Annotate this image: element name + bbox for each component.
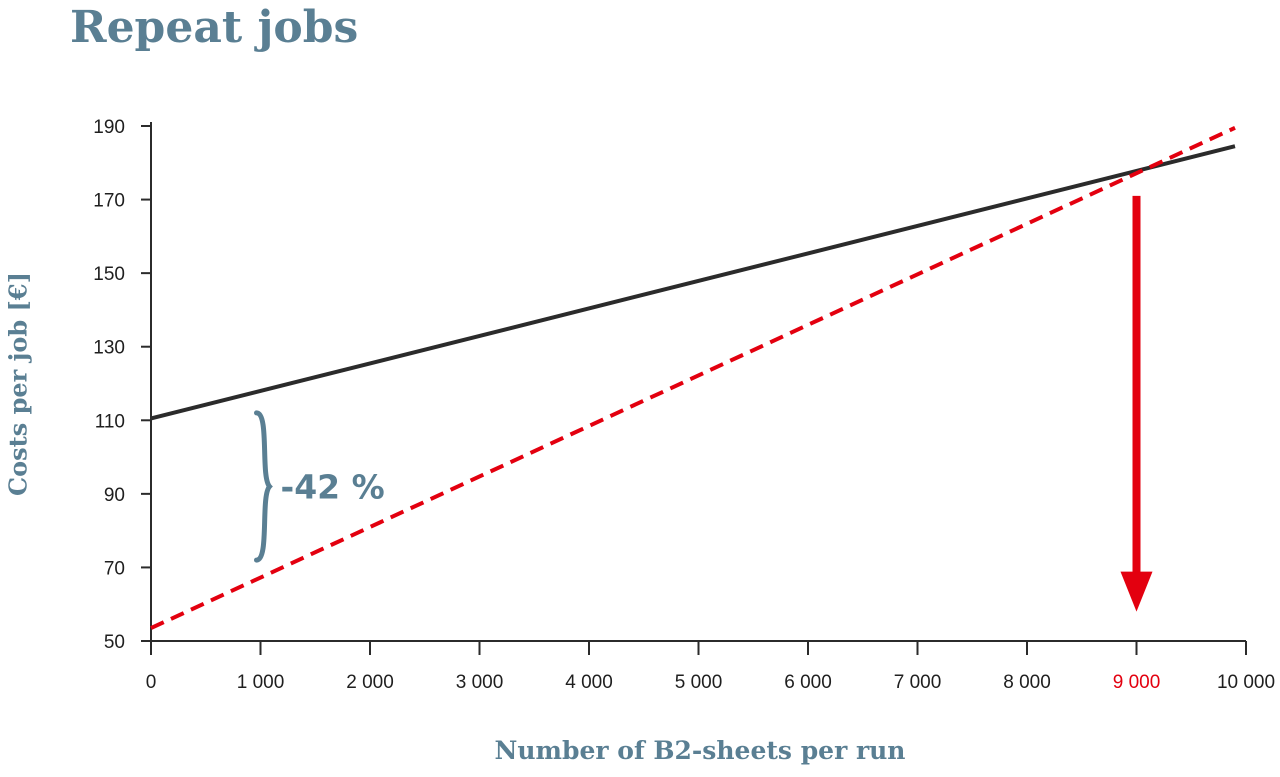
x-tick-label: 7 000 [894,672,942,693]
x-tick-label: 8 000 [1003,672,1051,693]
x-tick-label: 9 000 [1113,672,1161,693]
y-axis-ticks: 190 170 150 130 110 90 70 50 [93,117,151,653]
x-tick-label: 3 000 [456,672,504,693]
axes [150,122,1246,655]
annotation-label: -42 % [281,468,385,507]
chart-title: Repeat jobs [70,2,359,53]
x-tick-label: 4 000 [565,672,613,693]
y-tick-label: 170 [93,191,125,212]
y-tick-label: 130 [93,338,125,359]
x-tick-label: 0 [146,672,157,693]
x-tick-label: 2 000 [346,672,394,693]
x-axis-label: Number of B2-sheets per run [494,736,906,765]
y-tick-label: 190 [93,117,125,138]
y-tick-label: 50 [104,632,125,653]
y-tick-label: 150 [93,264,125,285]
series-group [150,125,1236,630]
x-tick-label: 6 000 [784,672,832,693]
y-tick-label: 90 [104,485,125,506]
series-line-2 [150,125,1236,630]
series-line-1 [150,144,1236,421]
x-tick-label: 5 000 [675,672,723,693]
y-tick-label: 70 [104,558,125,579]
arrow-head [1120,571,1153,612]
brace-mark [254,410,273,563]
y-axis-label: Costs per job [€] [3,272,33,496]
x-tick-label: 1 000 [237,672,285,693]
x-axis-ticks: 0 1 000 2 000 3 000 4 000 5 000 6 000 7 000 8 00… [146,641,1275,693]
annotations: -42 % [254,195,1153,612]
x-tick-label: 10 000 [1217,672,1275,693]
y-tick-label: 110 [95,411,125,432]
